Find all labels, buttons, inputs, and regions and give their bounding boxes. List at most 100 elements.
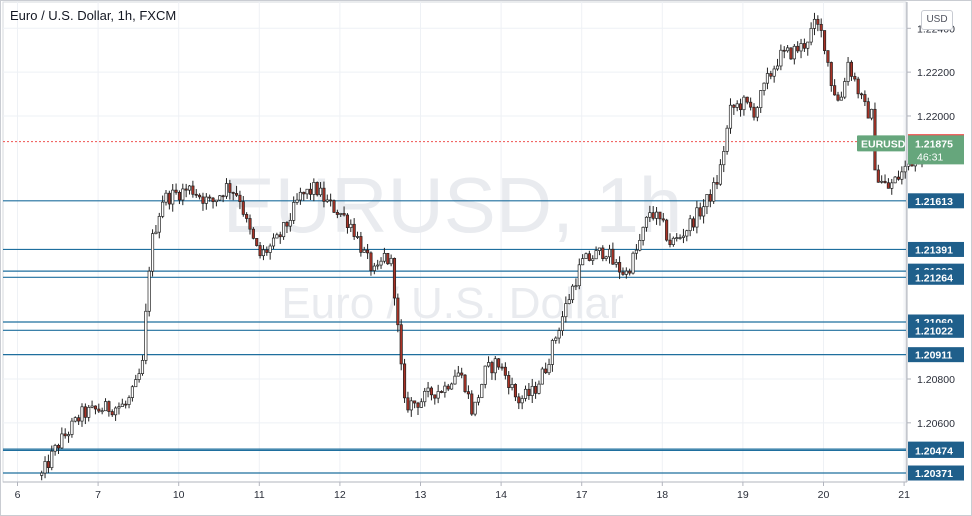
candle-up[interactable] bbox=[187, 185, 192, 191]
candle-up[interactable] bbox=[712, 182, 716, 202]
candle-up[interactable] bbox=[130, 386, 134, 398]
candle-up[interactable] bbox=[900, 171, 904, 180]
candle-up[interactable] bbox=[362, 249, 366, 253]
candle-down[interactable] bbox=[883, 180, 887, 184]
candle-down[interactable] bbox=[201, 196, 205, 204]
candle-down[interactable] bbox=[399, 324, 403, 365]
candle-down[interactable] bbox=[628, 270, 632, 274]
candle-down[interactable] bbox=[191, 185, 195, 195]
candle-down[interactable] bbox=[322, 187, 326, 202]
candle-up[interactable] bbox=[893, 176, 897, 184]
candle-down[interactable] bbox=[93, 405, 97, 410]
candle-up[interactable] bbox=[288, 220, 292, 227]
candle-up[interactable] bbox=[765, 73, 769, 84]
candle-down[interactable] bbox=[335, 211, 339, 215]
candle-up[interactable] bbox=[540, 368, 544, 385]
candle-up[interactable] bbox=[376, 264, 380, 267]
candle-up[interactable] bbox=[722, 151, 726, 166]
candle-down[interactable] bbox=[665, 219, 669, 241]
candle-up[interactable] bbox=[127, 397, 131, 405]
candle-down[interactable] bbox=[732, 104, 736, 108]
candle-down[interactable] bbox=[413, 400, 417, 404]
candle-down[interactable] bbox=[856, 78, 860, 95]
candle-up[interactable] bbox=[843, 81, 847, 98]
candle-up[interactable] bbox=[772, 68, 776, 77]
candle-down[interactable] bbox=[587, 253, 591, 261]
candle-down[interactable] bbox=[63, 433, 67, 437]
candle-down[interactable] bbox=[194, 193, 198, 196]
candle-up[interactable] bbox=[487, 362, 491, 367]
candle-up[interactable] bbox=[742, 96, 746, 111]
candle-up[interactable] bbox=[564, 303, 568, 318]
candle-up[interactable] bbox=[685, 230, 689, 237]
candle-down[interactable] bbox=[769, 73, 773, 77]
candle-down[interactable] bbox=[460, 372, 464, 376]
candle-up[interactable] bbox=[779, 49, 783, 67]
candle-up[interactable] bbox=[261, 249, 265, 257]
candle-down[interactable] bbox=[429, 387, 433, 396]
candle-down[interactable] bbox=[826, 50, 830, 63]
candle-up[interactable] bbox=[147, 270, 151, 312]
candle-down[interactable] bbox=[849, 61, 853, 77]
candle-up[interactable] bbox=[100, 410, 104, 413]
candle-up[interactable] bbox=[792, 45, 796, 60]
candle-down[interactable] bbox=[745, 96, 749, 103]
candle-up[interactable] bbox=[799, 43, 803, 52]
candle-up[interactable] bbox=[557, 330, 561, 339]
candle-up[interactable] bbox=[846, 61, 850, 82]
candle-down[interactable] bbox=[228, 183, 232, 193]
candle-up[interactable] bbox=[87, 406, 91, 418]
candle-up[interactable] bbox=[614, 262, 618, 265]
candle-up[interactable] bbox=[423, 390, 427, 403]
candle-down[interactable] bbox=[308, 188, 313, 195]
candle-up[interactable] bbox=[426, 387, 430, 392]
candle-down[interactable] bbox=[782, 49, 786, 52]
candle-up[interactable] bbox=[181, 188, 185, 201]
candle-down[interactable] bbox=[517, 396, 521, 404]
candle-up[interactable] bbox=[389, 257, 393, 265]
candle-up[interactable] bbox=[671, 237, 675, 245]
candle-down[interactable] bbox=[248, 218, 252, 230]
candle-down[interactable] bbox=[46, 461, 50, 469]
candle-up[interactable] bbox=[214, 199, 218, 203]
currency-button[interactable]: USD bbox=[921, 10, 953, 30]
candle-up[interactable] bbox=[117, 406, 121, 409]
candle-up[interactable] bbox=[688, 218, 692, 232]
candle-down[interactable] bbox=[315, 182, 319, 196]
candle-down[interactable] bbox=[386, 252, 390, 265]
candle-up[interactable] bbox=[204, 196, 208, 204]
candle-up[interactable] bbox=[224, 183, 229, 197]
candle-down[interactable] bbox=[497, 358, 501, 368]
candle-up[interactable] bbox=[567, 299, 571, 304]
candle-down[interactable] bbox=[396, 297, 400, 326]
candle-up[interactable] bbox=[702, 206, 706, 217]
candle-up[interactable] bbox=[624, 270, 628, 275]
candle-down[interactable] bbox=[278, 234, 282, 238]
candle-down[interactable] bbox=[124, 403, 128, 406]
candle-up[interactable] bbox=[295, 199, 299, 203]
candle-up[interactable] bbox=[282, 222, 286, 238]
candle-down[interactable] bbox=[174, 189, 178, 193]
candle-up[interactable] bbox=[762, 82, 766, 91]
candle-up[interactable] bbox=[60, 433, 64, 449]
candle-up[interactable] bbox=[678, 237, 682, 239]
candle-up[interactable] bbox=[456, 372, 460, 377]
candle-down[interactable] bbox=[265, 249, 269, 253]
candle-up[interactable] bbox=[271, 237, 276, 247]
candle-down[interactable] bbox=[238, 194, 242, 203]
candle-up[interactable] bbox=[409, 400, 413, 411]
candle-up[interactable] bbox=[161, 201, 165, 217]
candle-down[interactable] bbox=[544, 368, 548, 374]
candle-up[interactable] bbox=[476, 397, 481, 403]
candle-down[interactable] bbox=[752, 106, 756, 118]
candle-down[interactable] bbox=[77, 417, 81, 422]
candle-down[interactable] bbox=[819, 23, 823, 31]
candle-up[interactable] bbox=[759, 90, 763, 109]
candle-up[interactable] bbox=[725, 127, 729, 152]
candle-up[interactable] bbox=[775, 65, 780, 70]
candle-up[interactable] bbox=[312, 182, 316, 195]
candle-up[interactable] bbox=[292, 202, 296, 221]
candle-down[interactable] bbox=[829, 62, 833, 86]
